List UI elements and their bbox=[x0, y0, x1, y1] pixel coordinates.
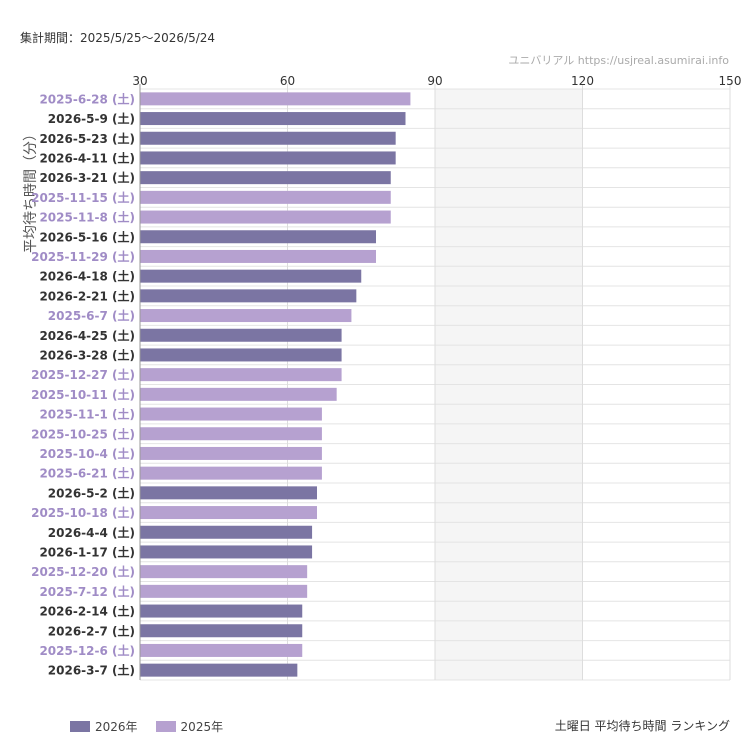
category-label: 2026-3-28 (土) bbox=[39, 347, 135, 362]
category-label: 2026-2-7 (土) bbox=[48, 623, 135, 638]
category-label: 2025-10-18 (土) bbox=[31, 505, 135, 520]
bar bbox=[140, 446, 322, 460]
category-label: 2026-5-23 (土) bbox=[39, 131, 135, 146]
category-label: 2025-12-6 (土) bbox=[39, 643, 135, 658]
category-label: 2026-5-9 (土) bbox=[48, 111, 135, 126]
category-label: 2026-2-14 (土) bbox=[39, 604, 135, 619]
x-tick-label: 90 bbox=[427, 74, 442, 88]
category-label: 2025-7-12 (土) bbox=[39, 584, 135, 599]
bar bbox=[140, 466, 322, 480]
bar bbox=[140, 171, 391, 185]
bar bbox=[140, 309, 352, 323]
site-credit: ユニバリアル https://usjreal.asumirai.info bbox=[508, 54, 729, 67]
category-label: 2025-11-8 (土) bbox=[39, 210, 135, 225]
category-label: 2025-6-21 (土) bbox=[39, 466, 135, 481]
category-label: 2026-4-11 (土) bbox=[39, 150, 135, 165]
category-label: 2025-10-4 (土) bbox=[39, 446, 135, 461]
legend-item-2026[interactable]: 2026年 bbox=[70, 718, 138, 735]
category-label: 2026-4-4 (土) bbox=[48, 525, 135, 540]
bar bbox=[140, 506, 317, 520]
bar bbox=[140, 368, 342, 382]
category-label: 2025-6-7 (土) bbox=[48, 308, 135, 323]
legend: 2026年 2025年 bbox=[70, 718, 241, 735]
bar bbox=[140, 387, 337, 401]
category-label: 2025-11-15 (土) bbox=[31, 190, 135, 205]
category-label: 2025-10-25 (土) bbox=[31, 426, 135, 441]
chart-footer-title: 土曜日 平均待ち時間 ランキング bbox=[554, 719, 730, 733]
bar bbox=[140, 407, 322, 421]
x-tick-label: 60 bbox=[280, 74, 295, 88]
legend-swatch-2026 bbox=[70, 721, 90, 732]
x-tick-label: 150 bbox=[719, 74, 742, 88]
legend-swatch-2025 bbox=[155, 721, 176, 732]
bar bbox=[140, 584, 308, 598]
bar bbox=[140, 112, 406, 126]
legend-item-2025[interactable]: 2025年 bbox=[155, 718, 224, 735]
bar bbox=[140, 525, 313, 539]
category-label: 2026-3-7 (土) bbox=[48, 663, 135, 678]
bar bbox=[140, 210, 391, 224]
bar bbox=[140, 131, 396, 145]
bar bbox=[140, 151, 396, 165]
category-label: 2026-4-25 (土) bbox=[39, 328, 135, 343]
bar bbox=[140, 249, 376, 263]
period-label: 集計期間：2025/5/25〜2026/5/24 bbox=[20, 31, 216, 45]
x-tick-label: 120 bbox=[571, 74, 594, 88]
bar bbox=[140, 328, 342, 342]
category-label: 2026-3-21 (土) bbox=[39, 170, 135, 185]
bar bbox=[140, 643, 303, 657]
bar bbox=[140, 486, 317, 500]
bar bbox=[140, 348, 342, 362]
bar bbox=[140, 269, 362, 283]
category-label: 2026-1-17 (土) bbox=[39, 544, 135, 559]
legend-label-2025: 2025年 bbox=[180, 720, 224, 734]
category-label: 2025-10-11 (土) bbox=[31, 387, 135, 402]
category-label: 2026-5-2 (土) bbox=[48, 485, 135, 500]
bar bbox=[140, 545, 313, 559]
bar bbox=[140, 427, 322, 441]
bar bbox=[140, 230, 376, 244]
bar bbox=[140, 565, 308, 579]
x-tick-label: 30 bbox=[132, 74, 147, 88]
bar bbox=[140, 190, 391, 204]
bar bbox=[140, 604, 303, 618]
category-label: 2025-12-27 (土) bbox=[31, 367, 135, 382]
category-label: 2026-4-18 (土) bbox=[39, 269, 135, 284]
category-label: 2025-11-29 (土) bbox=[31, 249, 135, 264]
category-label: 2025-6-28 (土) bbox=[39, 91, 135, 106]
bar bbox=[140, 92, 411, 106]
category-label: 2026-2-21 (土) bbox=[39, 288, 135, 303]
category-label: 2025-12-20 (土) bbox=[31, 564, 135, 579]
bar bbox=[140, 663, 298, 677]
bar bbox=[140, 289, 357, 303]
category-label: 2026-5-16 (土) bbox=[39, 229, 135, 244]
category-label: 2025-11-1 (土) bbox=[39, 407, 135, 422]
legend-label-2026: 2026年 bbox=[95, 720, 138, 734]
bar bbox=[140, 624, 303, 638]
